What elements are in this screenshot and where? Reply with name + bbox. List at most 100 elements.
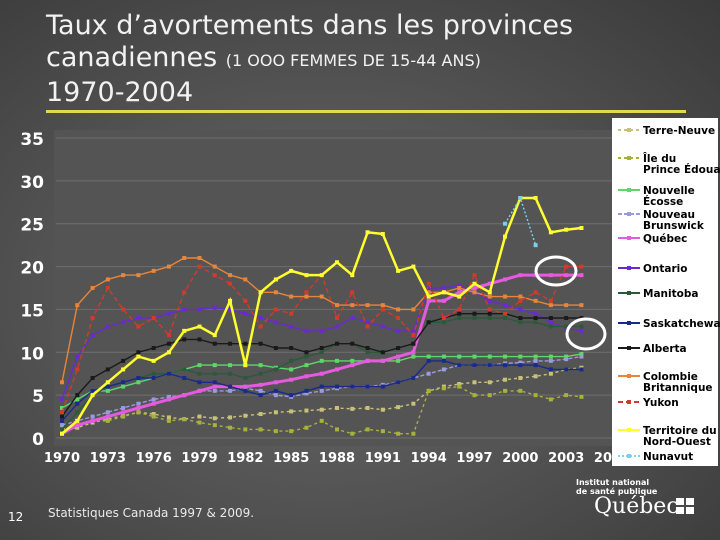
data-point	[166, 333, 171, 338]
data-point	[579, 367, 584, 372]
data-point	[197, 256, 202, 260]
data-point	[151, 412, 156, 416]
data-point	[151, 268, 156, 273]
data-point	[121, 406, 126, 410]
data-point	[487, 354, 492, 359]
data-point	[426, 281, 431, 286]
data-point	[533, 354, 538, 359]
data-point	[457, 283, 462, 288]
logo-text-institute: Institut national de santé publique	[576, 478, 658, 496]
data-point	[518, 294, 523, 299]
data-point	[457, 286, 462, 290]
data-point	[365, 406, 370, 410]
data-point	[197, 337, 202, 342]
data-point	[457, 290, 462, 295]
data-point	[182, 256, 187, 260]
plot-area	[54, 130, 612, 446]
data-point	[258, 341, 263, 346]
data-point	[518, 354, 523, 359]
data-point	[273, 410, 278, 415]
data-point	[380, 429, 385, 434]
data-point	[273, 277, 278, 282]
data-point	[273, 393, 278, 398]
data-point	[441, 298, 446, 303]
data-point	[503, 363, 508, 368]
data-point	[212, 380, 217, 385]
legend-marker	[627, 454, 631, 458]
data-point	[121, 380, 126, 385]
data-point	[411, 376, 416, 380]
data-point	[75, 401, 80, 406]
data-point	[197, 420, 202, 425]
data-point	[182, 337, 187, 342]
page-number: 12	[8, 510, 24, 524]
data-point	[396, 380, 401, 385]
data-point	[151, 346, 156, 350]
data-point	[243, 384, 248, 389]
data-point	[564, 357, 569, 362]
data-point	[75, 393, 80, 398]
data-point	[564, 393, 569, 398]
data-point	[319, 294, 324, 299]
data-point	[365, 350, 370, 355]
data-point	[426, 294, 431, 299]
data-point	[243, 341, 248, 346]
data-point	[457, 354, 462, 359]
data-point	[60, 380, 64, 385]
data-point	[182, 376, 187, 380]
data-point	[75, 418, 80, 423]
data-point	[60, 431, 64, 436]
data-point	[166, 418, 171, 423]
data-point	[182, 417, 187, 422]
legend-marker	[627, 400, 631, 404]
data-point	[90, 414, 95, 419]
data-point	[151, 376, 156, 380]
data-point	[151, 414, 156, 419]
data-point	[564, 354, 569, 359]
data-point	[533, 243, 538, 248]
data-point	[350, 290, 355, 295]
data-point	[380, 232, 385, 236]
data-point	[304, 374, 309, 379]
data-point	[518, 320, 523, 325]
data-point	[380, 384, 385, 389]
x-tick-label: 1988	[319, 451, 355, 466]
data-point	[228, 425, 233, 430]
data-point	[518, 376, 523, 380]
data-point	[121, 384, 126, 389]
data-point	[258, 388, 263, 393]
data-point	[579, 264, 584, 269]
data-point	[243, 413, 248, 418]
data-point	[503, 234, 508, 239]
title-line-1: Taux d’avortements dans les provinces	[46, 10, 574, 41]
x-tick-label: 1979	[181, 451, 217, 466]
data-point	[75, 397, 80, 402]
data-point	[548, 316, 553, 320]
data-point	[533, 363, 538, 368]
x-tick-label: 1970	[44, 451, 80, 466]
data-point	[411, 341, 416, 346]
data-point	[518, 360, 523, 365]
data-point	[105, 414, 110, 419]
data-point	[335, 384, 339, 389]
data-point	[228, 384, 233, 389]
legend-marker	[627, 156, 631, 160]
data-point	[243, 298, 248, 303]
data-point	[105, 324, 110, 329]
data-point	[533, 290, 538, 295]
data-point	[304, 363, 309, 368]
legend-label: Yukon	[642, 397, 679, 409]
x-tick-label: 2000	[502, 451, 538, 466]
legend-label: Terre-Neuve	[643, 125, 715, 137]
data-point	[136, 273, 141, 278]
legend-label: Saskatchewan	[643, 318, 720, 330]
data-point	[182, 367, 187, 372]
data-point	[319, 273, 324, 278]
data-point	[60, 397, 64, 402]
data-point	[228, 273, 233, 278]
data-point	[411, 333, 416, 338]
data-point	[396, 358, 401, 363]
data-point	[75, 410, 80, 415]
data-point	[273, 367, 278, 372]
data-point	[289, 358, 294, 363]
